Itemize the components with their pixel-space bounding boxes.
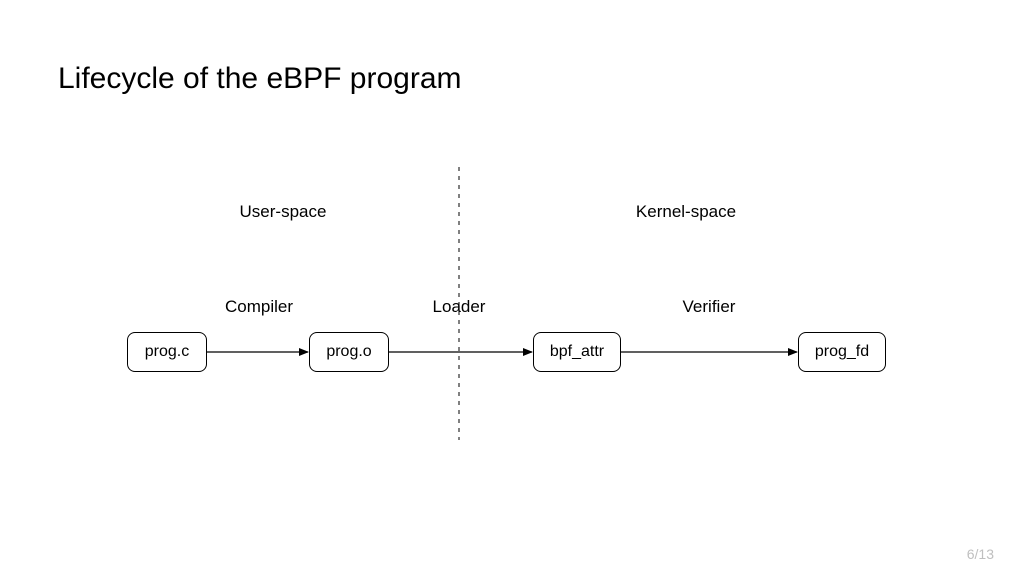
region-label-kernel-space: Kernel-space [586,202,786,222]
node-label: prog.c [145,343,189,361]
node-label: prog.o [326,343,371,361]
edge-label-loader: Loader [359,297,559,317]
node-prog-o: prog.o [309,332,389,372]
slide-title: Lifecycle of the eBPF program [58,62,462,96]
node-label: prog_fd [815,343,869,361]
node-prog-c: prog.c [127,332,207,372]
region-label-user-space: User-space [183,202,383,222]
edge-label-verifier: Verifier [609,297,809,317]
node-prog-fd: prog_fd [798,332,886,372]
edge-label-compiler: Compiler [159,297,359,317]
page-number: 6/13 [967,546,994,562]
node-bpf-attr: bpf_attr [533,332,621,372]
node-label: bpf_attr [550,343,604,361]
